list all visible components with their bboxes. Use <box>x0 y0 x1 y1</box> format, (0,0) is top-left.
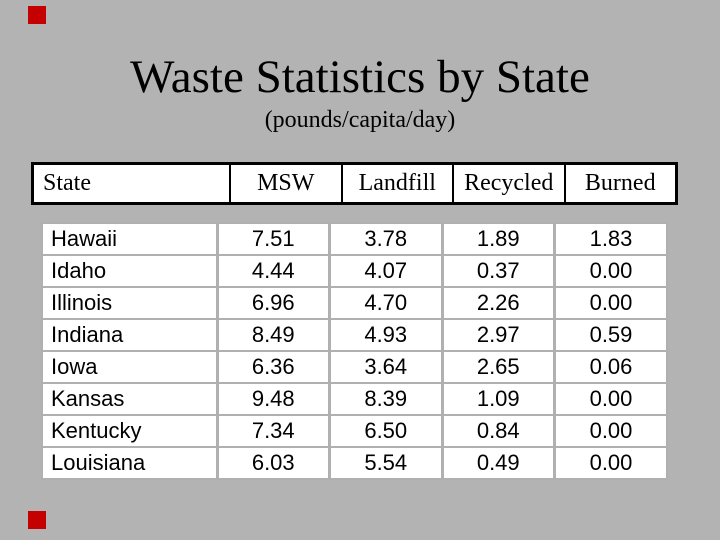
cell-state: Hawaii <box>41 222 218 256</box>
cell-msw: 4.44 <box>215 254 331 288</box>
cell-recycled: 2.97 <box>440 318 556 352</box>
table-row: Iowa 6.36 3.64 2.65 0.06 <box>41 350 668 384</box>
cell-msw: 6.36 <box>215 350 331 384</box>
slide-subtitle: (pounds/capita/day) <box>264 107 456 133</box>
red-square-icon <box>28 6 46 24</box>
cell-burned: 1.83 <box>553 222 668 256</box>
cell-landfill: 4.07 <box>328 254 443 288</box>
cell-burned: 0.00 <box>553 414 668 448</box>
cell-state: Idaho <box>41 254 218 288</box>
header-cell-state: State <box>43 170 91 196</box>
cell-state: Louisiana <box>41 446 218 480</box>
table-row: Illinois 6.96 4.70 2.26 0.00 <box>41 286 668 320</box>
cell-recycled: 0.37 <box>440 254 556 288</box>
table-header-row: State MSW Landfill Recycled Burned <box>31 162 678 205</box>
cell-burned: 0.06 <box>553 350 668 384</box>
cell-burned: 0.00 <box>553 446 668 480</box>
cell-landfill: 4.70 <box>328 286 443 320</box>
cell-burned: 0.00 <box>553 254 668 288</box>
table-row: Kansas 9.48 8.39 1.09 0.00 <box>41 382 668 416</box>
cell-landfill: 3.78 <box>328 222 443 256</box>
cell-burned: 0.00 <box>553 382 668 416</box>
slide-title: Waste Statistics by State <box>130 51 590 103</box>
header-cell-burned: Burned <box>563 165 676 202</box>
header-cell-msw: MSW <box>229 165 341 202</box>
table-row: Louisiana 6.03 5.54 0.49 0.00 <box>41 446 668 480</box>
cell-state: Illinois <box>41 286 218 320</box>
cell-recycled: 2.26 <box>440 286 556 320</box>
table-row: Kentucky 7.34 6.50 0.84 0.00 <box>41 414 668 448</box>
cell-recycled: 1.89 <box>440 222 556 256</box>
cell-landfill: 5.54 <box>328 446 443 480</box>
cell-state: Kansas <box>41 382 218 416</box>
cell-burned: 0.00 <box>553 286 668 320</box>
cell-recycled: 0.49 <box>440 446 556 480</box>
cell-landfill: 3.64 <box>328 350 443 384</box>
cell-state: Indiana <box>41 318 218 352</box>
table-row: Indiana 8.49 4.93 2.97 0.59 <box>41 318 668 352</box>
cell-recycled: 1.09 <box>440 382 556 416</box>
cell-msw: 9.48 <box>215 382 331 416</box>
header-cell-recycled: Recycled <box>452 165 564 202</box>
cell-msw: 7.51 <box>215 222 331 256</box>
data-table: Hawaii 7.51 3.78 1.89 1.83 Idaho 4.44 4.… <box>41 222 668 480</box>
cell-state: Kentucky <box>41 414 218 448</box>
cell-msw: 8.49 <box>215 318 331 352</box>
data-table-body: Hawaii 7.51 3.78 1.89 1.83 Idaho 4.44 4.… <box>41 222 668 480</box>
red-square-icon <box>28 511 46 529</box>
cell-burned: 0.59 <box>553 318 668 352</box>
cell-landfill: 6.50 <box>328 414 443 448</box>
cell-recycled: 0.84 <box>440 414 556 448</box>
table-row: Idaho 4.44 4.07 0.37 0.00 <box>41 254 668 288</box>
cell-landfill: 8.39 <box>328 382 443 416</box>
cell-msw: 6.03 <box>215 446 331 480</box>
cell-state: Iowa <box>41 350 218 384</box>
table-row: Hawaii 7.51 3.78 1.89 1.83 <box>41 222 668 256</box>
cell-msw: 7.34 <box>215 414 331 448</box>
header-cell-landfill: Landfill <box>340 165 453 202</box>
cell-recycled: 2.65 <box>440 350 556 384</box>
cell-msw: 6.96 <box>215 286 331 320</box>
cell-landfill: 4.93 <box>328 318 443 352</box>
